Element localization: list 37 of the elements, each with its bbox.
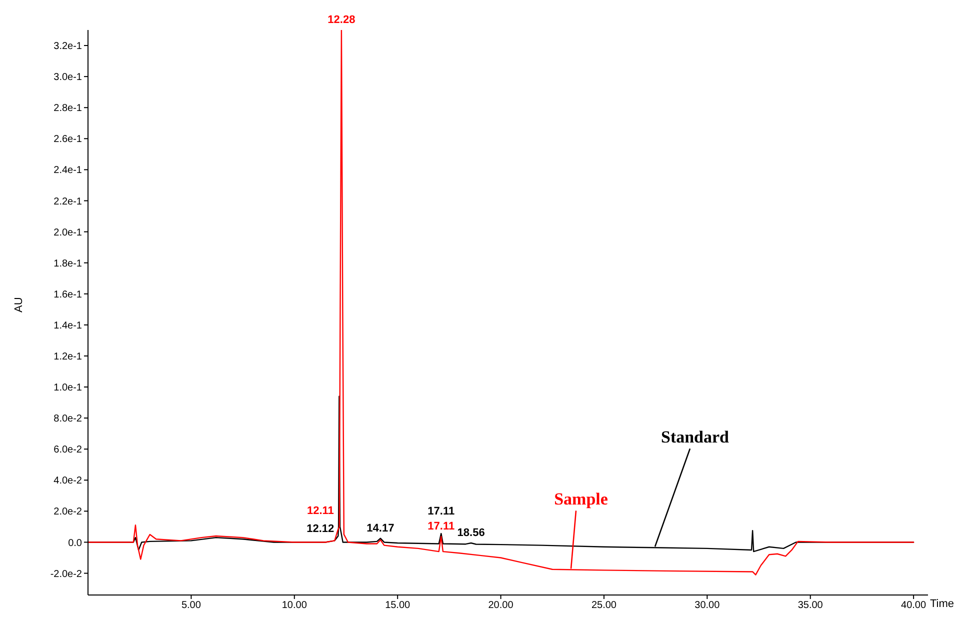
x-axis-title: Time (930, 598, 954, 610)
y-tick-label: 1.0e-1 (54, 382, 82, 394)
y-tick-label: 2.0e-1 (54, 227, 82, 238)
x-tick-label: 15.00 (385, 600, 411, 612)
text: Sample (554, 490, 608, 509)
x-tick-label: 5.00 (181, 600, 202, 612)
y-tick-label: 1.4e-1 (54, 320, 82, 332)
y-tick-label: 2.6e-1 (54, 134, 82, 146)
y-tick-label: 3.2e-1 (54, 41, 82, 52)
annotation: 17.11 (428, 520, 455, 532)
y-tick-label: 1.8e-1 (54, 258, 82, 270)
annotation: 12.11 (307, 504, 334, 517)
x-tick-label: 25.00 (591, 600, 617, 612)
x-tick-label: 10.00 (282, 600, 308, 612)
y-tick-label: 0.0 (68, 538, 82, 549)
annotation: 17.11 (428, 506, 455, 518)
y-tick-label: 1.2e-1 (54, 352, 82, 363)
y-tick-label: 2.8e-1 (54, 103, 82, 114)
y-tick-label: 1.6e-1 (54, 289, 82, 300)
y-tick-label: 2.4e-1 (54, 165, 82, 176)
text: Standard (660, 428, 730, 447)
y-tick-label: -2.0e-2 (50, 568, 82, 580)
y-tick-label: 6.0e-2 (54, 444, 82, 456)
x-tick-label: 30.00 (694, 600, 720, 612)
x-tick-label: 40.00 (901, 600, 926, 612)
y-tick-label: 2.0e-2 (54, 506, 82, 518)
annotation: 14.17 (366, 522, 394, 534)
x-tick-label: 35.00 (798, 600, 824, 612)
annotation: 12.28 (328, 14, 356, 26)
annotation: 12.12 (306, 523, 334, 536)
annotation: 18.56 (457, 527, 485, 539)
y-tick-label: 3.0e-1 (54, 72, 82, 84)
y-tick-label: 2.2e-1 (54, 196, 82, 208)
y-tick-label: 8.0e-2 (54, 414, 82, 425)
y-tick-label: 4.0e-2 (54, 476, 82, 487)
x-tick-label: 20.00 (488, 600, 514, 612)
y-axis-title: AU (12, 297, 25, 312)
